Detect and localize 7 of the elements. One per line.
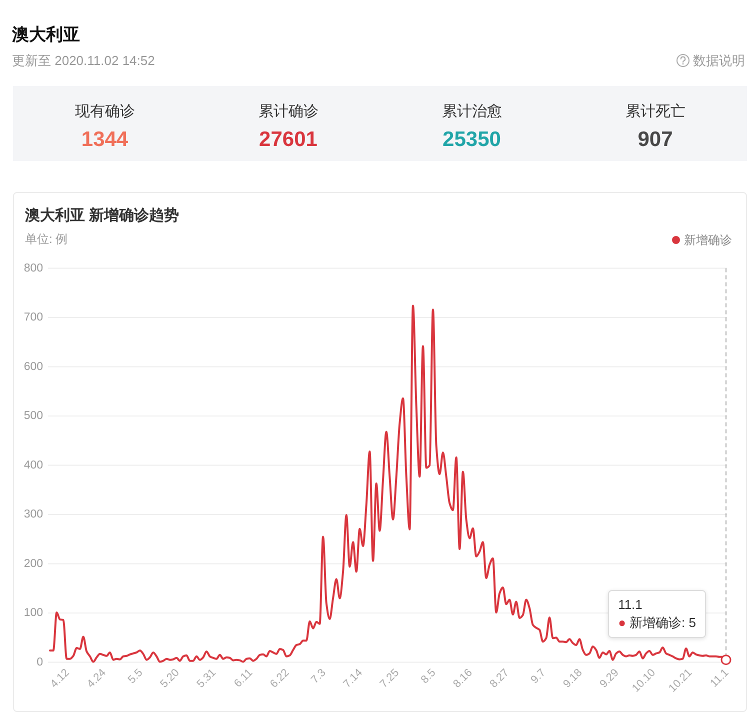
subtitle: 单位: 例: [25, 232, 68, 246]
title: 澳大利亚: [12, 25, 80, 44]
title: 澳大利亚 新增确诊趋势: [25, 207, 180, 224]
annotation: ● 新增确诊: 5: [618, 614, 696, 632]
annotation: 数据说明: [693, 53, 745, 68]
subtitle: 更新至 2020.11.02 14:52: [12, 53, 155, 68]
annotation: 11.1: [618, 596, 644, 614]
